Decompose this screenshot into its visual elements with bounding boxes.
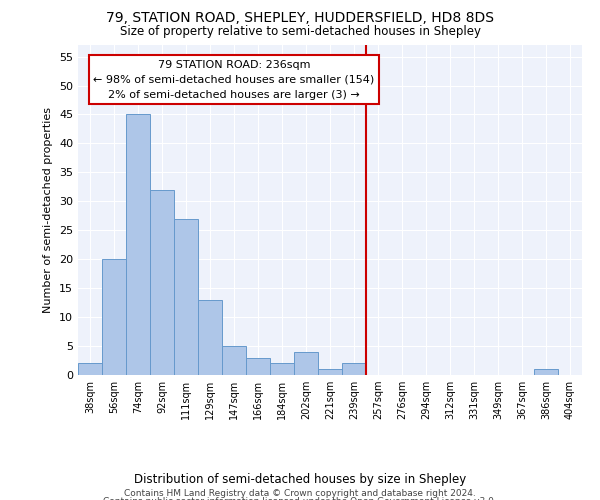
- Bar: [102, 259, 126, 375]
- Bar: [318, 369, 342, 375]
- Text: Size of property relative to semi-detached houses in Shepley: Size of property relative to semi-detach…: [119, 25, 481, 38]
- Bar: [174, 218, 198, 375]
- Bar: [78, 364, 102, 375]
- Text: 79, STATION ROAD, SHEPLEY, HUDDERSFIELD, HD8 8DS: 79, STATION ROAD, SHEPLEY, HUDDERSFIELD,…: [106, 12, 494, 26]
- Bar: [270, 364, 294, 375]
- Text: Contains public sector information licensed under the Open Government Licence v3: Contains public sector information licen…: [103, 496, 497, 500]
- Bar: [222, 346, 246, 375]
- Bar: [294, 352, 318, 375]
- Bar: [534, 369, 558, 375]
- Y-axis label: Number of semi-detached properties: Number of semi-detached properties: [43, 107, 53, 313]
- Text: Distribution of semi-detached houses by size in Shepley: Distribution of semi-detached houses by …: [134, 472, 466, 486]
- Bar: [198, 300, 222, 375]
- Bar: [246, 358, 270, 375]
- Bar: [126, 114, 150, 375]
- Bar: [150, 190, 174, 375]
- Text: 79 STATION ROAD: 236sqm
← 98% of semi-detached houses are smaller (154)
2% of se: 79 STATION ROAD: 236sqm ← 98% of semi-de…: [94, 60, 374, 100]
- Text: Contains HM Land Registry data © Crown copyright and database right 2024.: Contains HM Land Registry data © Crown c…: [124, 489, 476, 498]
- Bar: [342, 364, 366, 375]
